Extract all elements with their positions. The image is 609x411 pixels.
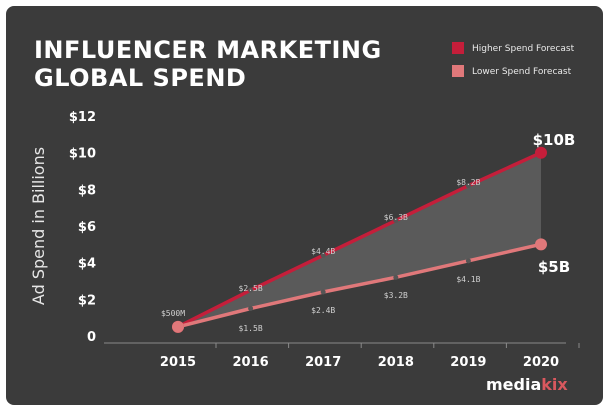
x-axis-ticks: 2015 2016 2017 2018 2019 2020 (160, 343, 580, 370)
y-tick-label: $6 (78, 220, 96, 235)
data-point (465, 258, 471, 264)
data-label: $2.5B (239, 284, 263, 293)
data-point (248, 287, 254, 293)
data-label: $4.1B (456, 275, 480, 284)
data-label: $6.3B (384, 213, 408, 222)
data-label: $3.2B (384, 291, 408, 300)
data-label: $500M (161, 309, 185, 318)
y-tick-label: $12 (69, 110, 96, 125)
x-tick-label: 2019 (450, 355, 486, 370)
data-point (393, 274, 399, 280)
legend-label-lower: Lower Spend Forecast (472, 67, 572, 77)
legend-swatch-lower (452, 65, 464, 77)
data-point (535, 146, 547, 159)
chart-svg: INFLUENCER MARKETING GLOBAL SPEND Higher… (29, 36, 580, 394)
brand-logo-part-1: media (486, 375, 541, 394)
data-point (320, 289, 326, 295)
data-labels: $500M $2.5B $4.4B $6.3B $8.2B $10B $1.5B $2.4B $… (161, 131, 575, 333)
chart-title-line-2: GLOBAL SPEND (34, 64, 246, 92)
chart-card: INFLUENCER MARKETING GLOBAL SPEND Higher… (6, 6, 603, 405)
y-tick-label: $4 (78, 257, 96, 272)
data-label: $4.4B (311, 247, 335, 256)
data-label: $8.2B (456, 178, 480, 187)
series-points (172, 146, 547, 333)
y-axis-label: Ad Spend in Billions (29, 147, 48, 305)
data-point (248, 306, 254, 312)
legend-swatch-higher (452, 42, 464, 54)
chart-title-line-1: INFLUENCER MARKETING (34, 36, 382, 64)
data-label: $2.4B (311, 306, 335, 315)
series-line-higher (177, 151, 542, 329)
x-tick-label: 2018 (378, 355, 414, 370)
brand-logo: mediakix (486, 375, 568, 394)
legend-label-higher: Higher Spend Forecast (472, 44, 575, 54)
y-tick-label: $8 (78, 183, 96, 198)
y-tick-label: $10 (69, 147, 96, 162)
y-tick-label: $2 (78, 293, 96, 308)
series-line-lower (177, 242, 542, 329)
series-lines (177, 151, 542, 329)
x-tick-label: 2020 (523, 355, 559, 370)
data-label: $10B (533, 131, 576, 149)
data-point (320, 252, 326, 258)
y-axis-ticks: 0 $2 $4 $6 $8 $10 $12 (69, 110, 96, 345)
y-tick-label: 0 (87, 330, 96, 345)
brand-logo-part-2: kix (541, 375, 568, 394)
x-tick-label: 2016 (233, 355, 269, 370)
data-point (535, 238, 547, 251)
data-point (393, 218, 399, 224)
data-point (172, 320, 184, 333)
x-tick-label: 2015 (160, 355, 196, 370)
data-label: $1.5B (239, 324, 263, 333)
data-point (465, 183, 471, 189)
x-tick-label: 2017 (305, 355, 341, 370)
data-label: $5B (538, 258, 570, 276)
